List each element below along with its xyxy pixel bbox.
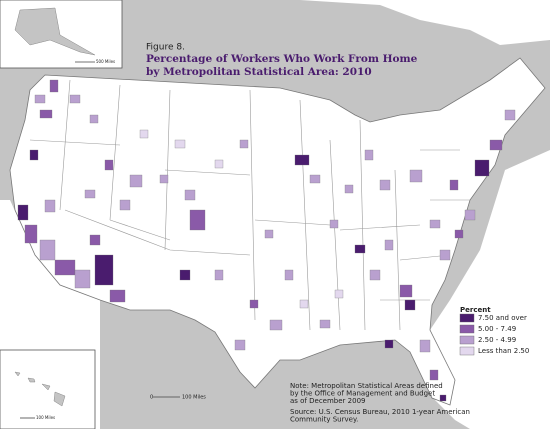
legend-label: Less than 2.50 bbox=[478, 347, 529, 355]
metro-area bbox=[419, 339, 431, 353]
metro-area bbox=[24, 224, 38, 244]
metro-area bbox=[449, 179, 459, 191]
metro-area bbox=[284, 269, 294, 281]
metro-area bbox=[264, 229, 274, 239]
state-borders bbox=[29, 79, 470, 331]
metro-area bbox=[214, 159, 224, 169]
legend-swatch bbox=[459, 324, 475, 334]
metro-area bbox=[89, 234, 101, 246]
metro-area bbox=[294, 154, 310, 166]
metro-area bbox=[439, 394, 447, 402]
water bbox=[300, 0, 550, 45]
legend-swatch bbox=[459, 335, 475, 345]
scale-label: 100 Miles bbox=[36, 415, 55, 420]
united-states bbox=[9, 57, 546, 406]
metro-area bbox=[174, 139, 186, 149]
metro-area bbox=[364, 149, 374, 161]
metro-area bbox=[384, 239, 394, 251]
source: Community Survey. bbox=[290, 416, 358, 424]
metro-area bbox=[429, 369, 439, 381]
title: by Metropolitan Statistical Area: 2010 bbox=[146, 66, 372, 78]
metro-area bbox=[334, 289, 344, 299]
metro-area bbox=[129, 174, 143, 188]
metro-area bbox=[184, 189, 196, 201]
metro-area bbox=[379, 179, 391, 191]
metro-area bbox=[269, 319, 283, 331]
metro-area bbox=[474, 159, 490, 177]
metro-area bbox=[214, 269, 224, 281]
scale-label: 0 bbox=[150, 395, 153, 401]
figure-label: Figure 8. bbox=[146, 43, 185, 53]
metro-area bbox=[179, 269, 191, 281]
metro-area bbox=[34, 94, 46, 104]
metro-area bbox=[29, 149, 39, 161]
metro-area bbox=[109, 289, 126, 303]
hawaii bbox=[14, 371, 66, 407]
metro-area bbox=[119, 199, 131, 211]
metro-area bbox=[74, 269, 91, 289]
metro-area bbox=[439, 249, 451, 261]
metro-area bbox=[404, 299, 416, 311]
note: Note: Metropolitan Statistical Areas def… bbox=[290, 382, 443, 390]
metro-area bbox=[309, 174, 321, 184]
legend-label: 2.50 - 4.99 bbox=[478, 336, 516, 344]
metro-area bbox=[399, 284, 413, 298]
metro-area bbox=[39, 109, 53, 119]
metro-area bbox=[504, 109, 516, 121]
metro-area bbox=[344, 184, 354, 194]
metro-area bbox=[489, 139, 503, 151]
metro-area bbox=[89, 114, 99, 124]
metro-areas bbox=[17, 79, 516, 402]
metro-area bbox=[39, 239, 56, 261]
alaska-inset bbox=[0, 0, 123, 69]
legend-label: 7.50 and over bbox=[478, 314, 527, 322]
metro-area bbox=[159, 174, 169, 184]
alaska bbox=[14, 7, 96, 56]
metro-area bbox=[94, 254, 114, 286]
metro-area bbox=[17, 204, 29, 221]
metro-area bbox=[369, 269, 381, 281]
metro-area bbox=[84, 189, 96, 199]
legend-swatch bbox=[459, 313, 475, 323]
metro-area bbox=[464, 209, 476, 221]
note: as of December 2009 bbox=[290, 397, 365, 405]
legend-label: 5.00 - 7.49 bbox=[478, 325, 516, 333]
metro-area bbox=[104, 159, 114, 171]
metro-area bbox=[54, 259, 76, 276]
metro-area bbox=[354, 244, 366, 254]
metro-area bbox=[69, 94, 81, 104]
metro-area bbox=[234, 339, 246, 351]
metro-area bbox=[49, 79, 59, 93]
title: Percentage of Workers Who Work From Home bbox=[146, 53, 418, 65]
metro-area bbox=[189, 209, 206, 231]
note: by the Office of Management and Budget bbox=[290, 390, 435, 398]
metro-area bbox=[44, 199, 56, 213]
legend: Percent 7.50 and over 5.00 - 7.49 2.50 - 4… bbox=[455, 300, 547, 362]
legend-swatch bbox=[459, 346, 475, 356]
metro-area bbox=[454, 229, 464, 239]
notes: Note: Metropolitan Statistical Areas def… bbox=[290, 382, 470, 424]
metro-area bbox=[299, 299, 309, 309]
scale-label: 500 Miles bbox=[96, 59, 115, 64]
metro-area bbox=[249, 299, 259, 309]
metro-area bbox=[139, 129, 149, 139]
metro-area bbox=[384, 339, 394, 349]
scale-label: 100 Miles bbox=[182, 395, 206, 401]
metro-area bbox=[409, 169, 423, 183]
legend-title: Percent bbox=[460, 306, 491, 314]
metro-area bbox=[239, 139, 249, 149]
source: Source: U.S. Census Bureau, 2010 1-year … bbox=[290, 408, 470, 416]
metro-area bbox=[429, 219, 441, 229]
metro-area bbox=[319, 319, 331, 329]
metro-area bbox=[329, 219, 339, 229]
